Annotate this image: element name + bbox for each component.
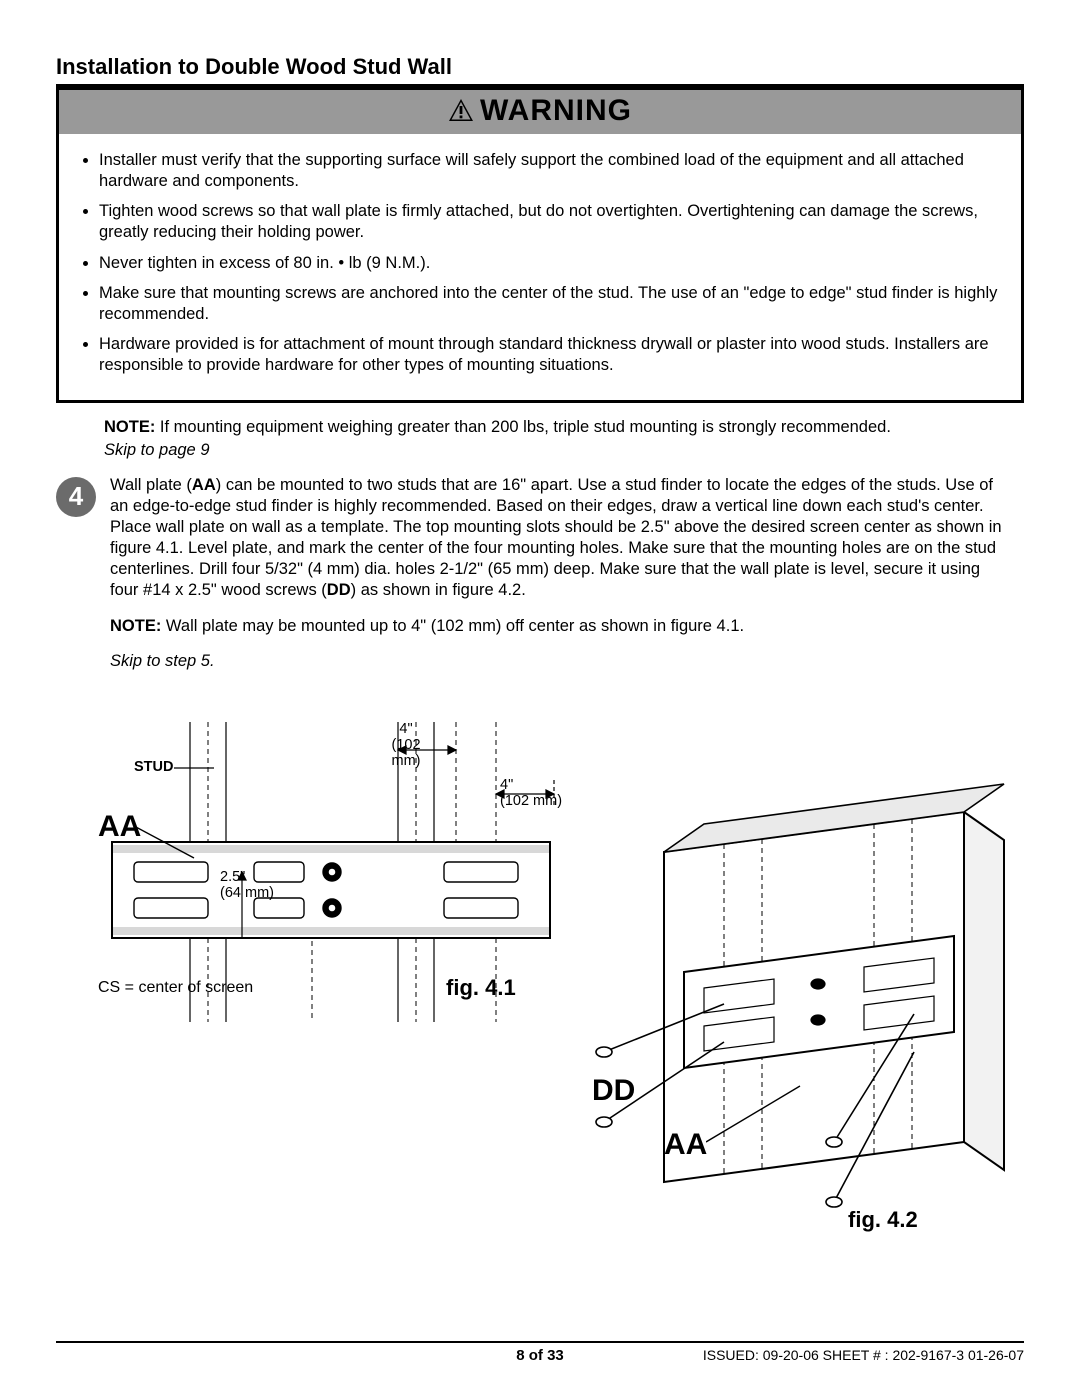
warning-body: Installer must verify that the supportin… (59, 134, 1021, 400)
note-prefix: NOTE: (104, 418, 155, 436)
dim-mm: (102 mm) (500, 793, 562, 809)
warning-bullet: Tighten wood screws so that wall plate i… (99, 201, 1003, 242)
dim-in: 4" (500, 777, 513, 793)
diagram-area: AA STUD 4" (102 mm) 4" (102 mm) 2.5" (64… (104, 722, 1006, 1282)
label-aa-fig42-leader (706, 1082, 826, 1152)
step-number-badge: 4 (56, 477, 96, 517)
step-body: Wall plate (AA) can be mounted to two st… (110, 475, 1006, 602)
label-aa-leader (134, 818, 214, 868)
note-text: If mounting equipment weighing greater t… (155, 418, 891, 436)
dim-mm: (64 mm) (220, 885, 274, 901)
warning-header: WARNING (59, 90, 1021, 134)
note-text: Wall plate may be mounted up to 4" (102 … (161, 617, 744, 635)
label-2-5in: 2.5" (64 mm) (220, 870, 274, 902)
dim-mm: (102 mm) (391, 737, 420, 769)
warning-box: WARNING Installer must verify that the s… (56, 87, 1024, 403)
skip-to-page: Skip to page 9 (104, 440, 1006, 461)
label-stud-leader (174, 762, 224, 782)
label-dd-fig42: DD (592, 1072, 635, 1110)
note-prefix: NOTE: (110, 617, 161, 635)
step-text: Wall plate (AA) can be mounted to two st… (110, 475, 1006, 686)
fig-41-caption: fig. 4.1 (446, 974, 516, 1002)
warning-bullet: Installer must verify that the supportin… (99, 150, 1003, 191)
dim-in: 4" (399, 721, 412, 737)
label-4in-top: 4" (102 mm) (376, 722, 436, 770)
warning-icon (448, 98, 474, 122)
warning-bullet: Never tighten in excess of 80 in. • lb (… (99, 253, 1003, 274)
warning-header-text: WARNING (480, 94, 632, 127)
warning-bullet: Make sure that mounting screws are ancho… (99, 283, 1003, 324)
label-stud: STUD (134, 758, 173, 777)
page-footer: 8 of 33 ISSUED: 09-20-06 SHEET # : 202-9… (56, 1341, 1024, 1363)
page-title: Installation to Double Wood Stud Wall (56, 54, 1024, 87)
label-4in-right: 4" (102 mm) (500, 778, 562, 810)
figure-4-2 (574, 782, 1034, 1222)
skip-to-step: Skip to step 5. (110, 651, 1006, 672)
footer-page-number: 8 of 33 (56, 1347, 1024, 1364)
dim-in: 2.5" (220, 869, 245, 885)
label-aa-fig42: AA (664, 1126, 707, 1164)
warning-bullet: Hardware provided is for attachment of m… (99, 334, 1003, 375)
note-triple-stud: NOTE: If mounting equipment weighing gre… (104, 417, 1006, 438)
fig-42-caption: fig. 4.2 (848, 1206, 918, 1234)
note-offcenter: NOTE: Wall plate may be mounted up to 4"… (110, 616, 1006, 637)
label-cs: CS = center of screen (98, 978, 253, 998)
